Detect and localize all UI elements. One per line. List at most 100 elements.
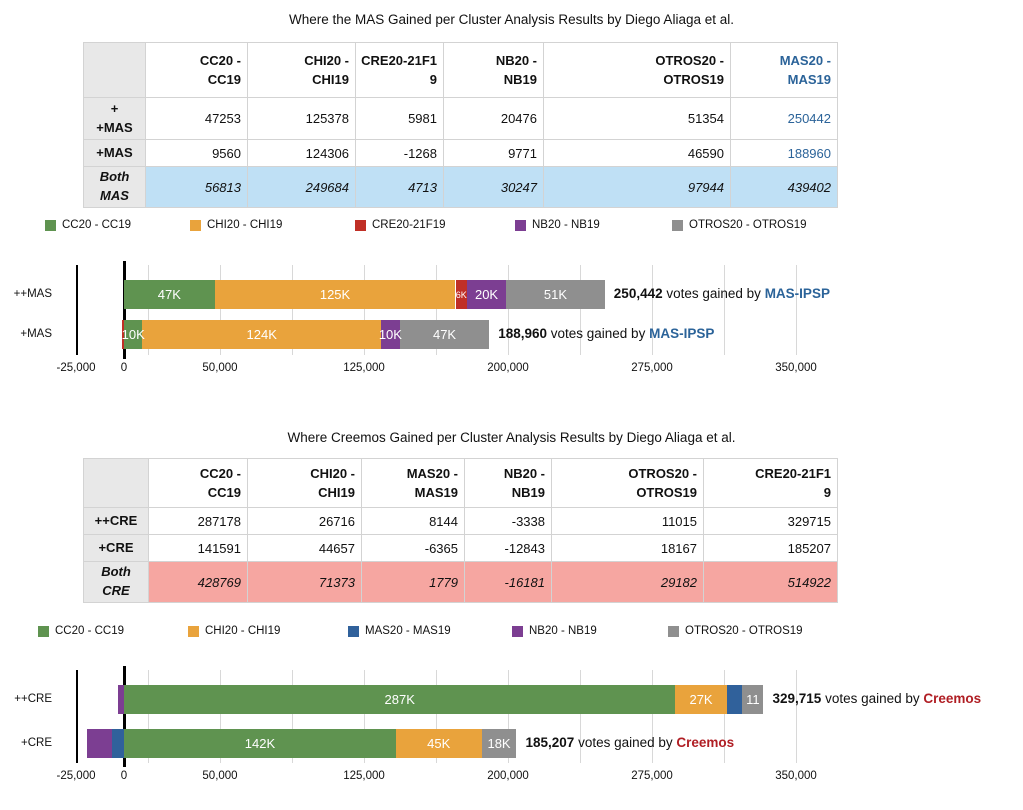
mas-stacked-bar-chart: ++MAS 47K 125K 6K 20K 51K 250,442 votes gained…	[0, 261, 1023, 385]
annotation-party-name: MAS-IPSP	[649, 326, 715, 341]
column-header: CHI20 - CHI19	[247, 42, 356, 98]
table-cell: 188960	[730, 139, 838, 167]
table-cell: 97944	[543, 166, 731, 208]
gridline	[796, 670, 797, 763]
table-cell: -16181	[464, 561, 552, 603]
legend-label: OTROS20 - OTROS19	[685, 625, 803, 637]
bar-segment-label: 18K	[487, 736, 511, 751]
legend-label: CC20 - CC19	[62, 219, 132, 231]
table-cell: 5981	[355, 97, 444, 140]
bar-segment-label: 27K	[689, 692, 713, 707]
gridline	[580, 265, 581, 355]
zero-axis-line	[123, 666, 126, 767]
legend-swatch-icon	[672, 220, 683, 231]
bar-segment-label: 125K	[319, 287, 351, 302]
legend-label: CHI20 - CHI19	[207, 219, 283, 231]
legend-swatch-icon	[188, 626, 199, 637]
bar-segment-label: 47K	[432, 327, 457, 342]
table-cell: 56813	[145, 166, 248, 208]
row-header: + +MAS	[83, 97, 146, 140]
table-corner-cell	[83, 458, 149, 508]
bar-segment-otros20-otros19	[399, 320, 490, 349]
axis-tick-label: 200,000	[487, 770, 529, 782]
gridline	[436, 265, 437, 355]
mas-results-table: CC20 - CC19 CHI20 - CHI19 CRE20-21F1 9 NB20…	[83, 42, 838, 208]
table-cell: 30247	[443, 166, 544, 208]
bar-segment-label: 124K	[246, 327, 277, 342]
bar-segment-label: 10K	[378, 327, 402, 342]
legend-swatch-icon	[348, 626, 359, 637]
table-cell: 125378	[247, 97, 356, 140]
column-header: CRE20-21F1 9	[703, 458, 838, 508]
axis-tick-label: 50,000	[202, 770, 238, 782]
legend-label: OTROS20 - OTROS19	[689, 219, 807, 231]
table-cell: 18167	[551, 534, 704, 562]
row-header: +MAS	[83, 139, 146, 167]
annotation-total: 329,715	[772, 691, 822, 706]
bar-segment-chi20-chi19	[142, 320, 382, 349]
bar-segment-cc20-cc19	[124, 685, 676, 714]
annotation-party-name: MAS-IPSP	[764, 286, 830, 301]
row-header: Both MAS	[83, 166, 146, 208]
row-header: Both CRE	[83, 561, 149, 603]
legend-label: CRE20-21F19	[372, 219, 446, 231]
annotation-total: 185,207	[525, 735, 575, 750]
bar-segment-otros20-otros19	[742, 685, 764, 714]
column-header: CRE20-21F1 9	[355, 42, 444, 98]
table-cell: 249684	[247, 166, 356, 208]
bar-annotation: 250,442 votes gained by MAS-IPSP	[613, 286, 830, 301]
axis-tick-label: 350,000	[775, 770, 817, 782]
gridline	[220, 670, 221, 763]
category-label: +CRE	[21, 737, 52, 749]
column-header: NB20 - NB19	[464, 458, 552, 508]
column-header: CHI20 - CHI19	[247, 458, 362, 508]
bar-segment-label: 142K	[244, 736, 276, 751]
table-cell: 329715	[703, 507, 838, 535]
table-cell: 20476	[443, 97, 544, 140]
table-corner-cell	[83, 42, 146, 98]
table-cell: 71373	[247, 561, 362, 603]
bar-segment-label: 287K	[384, 692, 415, 707]
gridline	[364, 670, 365, 763]
gridline	[148, 670, 149, 763]
table-cell: 141591	[148, 534, 248, 562]
table-cell: 439402	[730, 166, 838, 208]
bar-segment-chi20-chi19	[395, 729, 482, 758]
table-cell: 9560	[145, 139, 248, 167]
legend-label: CC20 - CC19	[55, 625, 125, 637]
table-row: +CRE 141591 44657 -6365 -12843 18167 185207	[83, 534, 838, 562]
bar-segment-label: 11	[746, 692, 760, 707]
gridline	[580, 670, 581, 763]
annotation-total: 188,960	[498, 326, 547, 341]
category-label: ++MAS	[13, 288, 52, 300]
table-cell: 124306	[247, 139, 356, 167]
axis-tick-label: 0	[120, 770, 128, 782]
bar-segment-mas20-mas19	[111, 729, 124, 758]
bar-segment-cre20-21f19	[455, 280, 467, 309]
table-cell: 44657	[247, 534, 362, 562]
legend-swatch-icon	[38, 626, 49, 637]
table-cell: 1779	[361, 561, 465, 603]
annotation-total: 250,442	[613, 286, 663, 301]
table-cell: 9771	[443, 139, 544, 167]
axis-tick-label: 0	[120, 362, 128, 374]
table-cell: -3338	[464, 507, 552, 535]
gridline	[508, 670, 509, 763]
legend-swatch-icon	[512, 626, 523, 637]
table-cell: 8144	[361, 507, 465, 535]
bar-segment-otros20-otros19	[506, 280, 605, 309]
bar-segment-otros20-otros19	[481, 729, 517, 758]
table-cell: 47253	[145, 97, 248, 140]
legend-swatch-icon	[355, 220, 366, 231]
cre-chart-title: Where Creemos Gained per Cluster Analysi…	[287, 430, 736, 445]
axis-tick-label: 200,000	[487, 362, 529, 374]
table-cell: 46590	[543, 139, 731, 167]
bar-segment-cc20-cc19	[124, 280, 215, 309]
row-header: +CRE	[83, 534, 149, 562]
bar-segment-label: 10K	[121, 327, 145, 342]
legend-swatch-icon	[45, 220, 56, 231]
gridline	[436, 670, 437, 763]
table-cell: -6365	[361, 534, 465, 562]
bar-segment-nb20-nb19	[117, 685, 124, 714]
